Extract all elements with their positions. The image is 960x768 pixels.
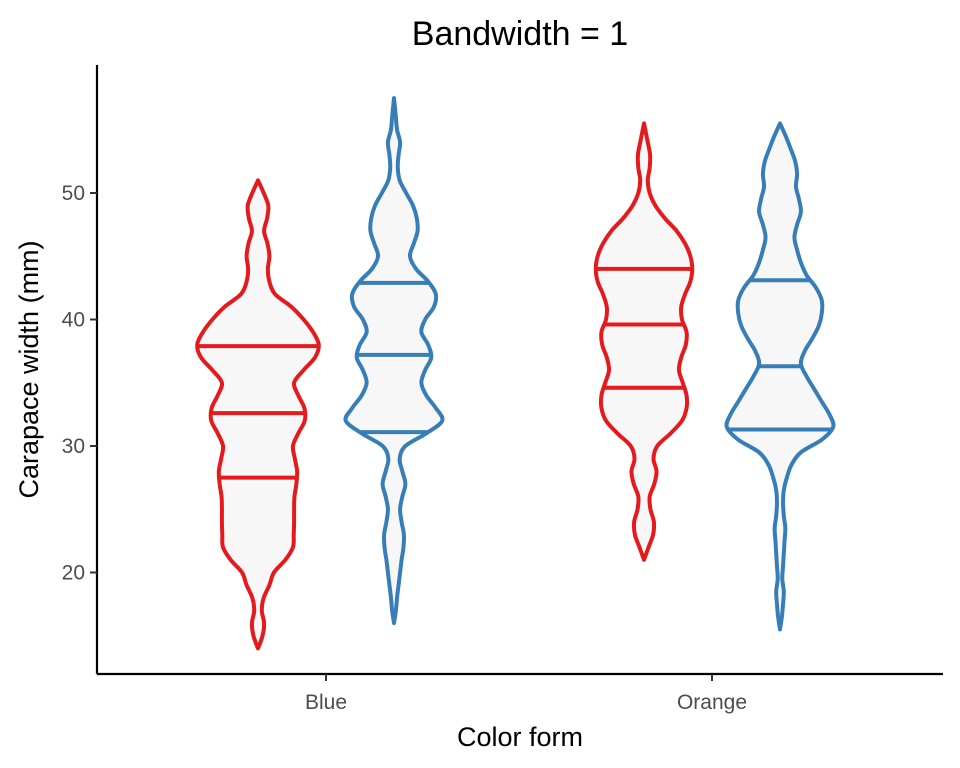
x-tick-label: Orange: [677, 691, 747, 714]
violin-layer: [195, 96, 836, 651]
y-axis-title: Carapace width (mm): [14, 240, 44, 498]
x-axis-title: Color form: [457, 722, 583, 752]
violin-blue-blue: [343, 96, 445, 626]
quantile-lines-layer: [197, 266, 831, 480]
violin-orange-red: [593, 121, 695, 562]
y-axis-ticks: 20 30 40 50: [62, 182, 97, 585]
violin-orange-blue: [724, 121, 836, 632]
y-tick-label: 30: [62, 435, 85, 458]
x-tick-label: Blue: [305, 691, 347, 714]
chart-title: Bandwidth = 1: [412, 15, 628, 53]
x-axis-ticks: Blue Orange: [305, 674, 747, 714]
y-tick-label: 20: [62, 562, 85, 585]
y-tick-label: 40: [62, 309, 85, 332]
y-tick-label: 50: [62, 182, 85, 205]
